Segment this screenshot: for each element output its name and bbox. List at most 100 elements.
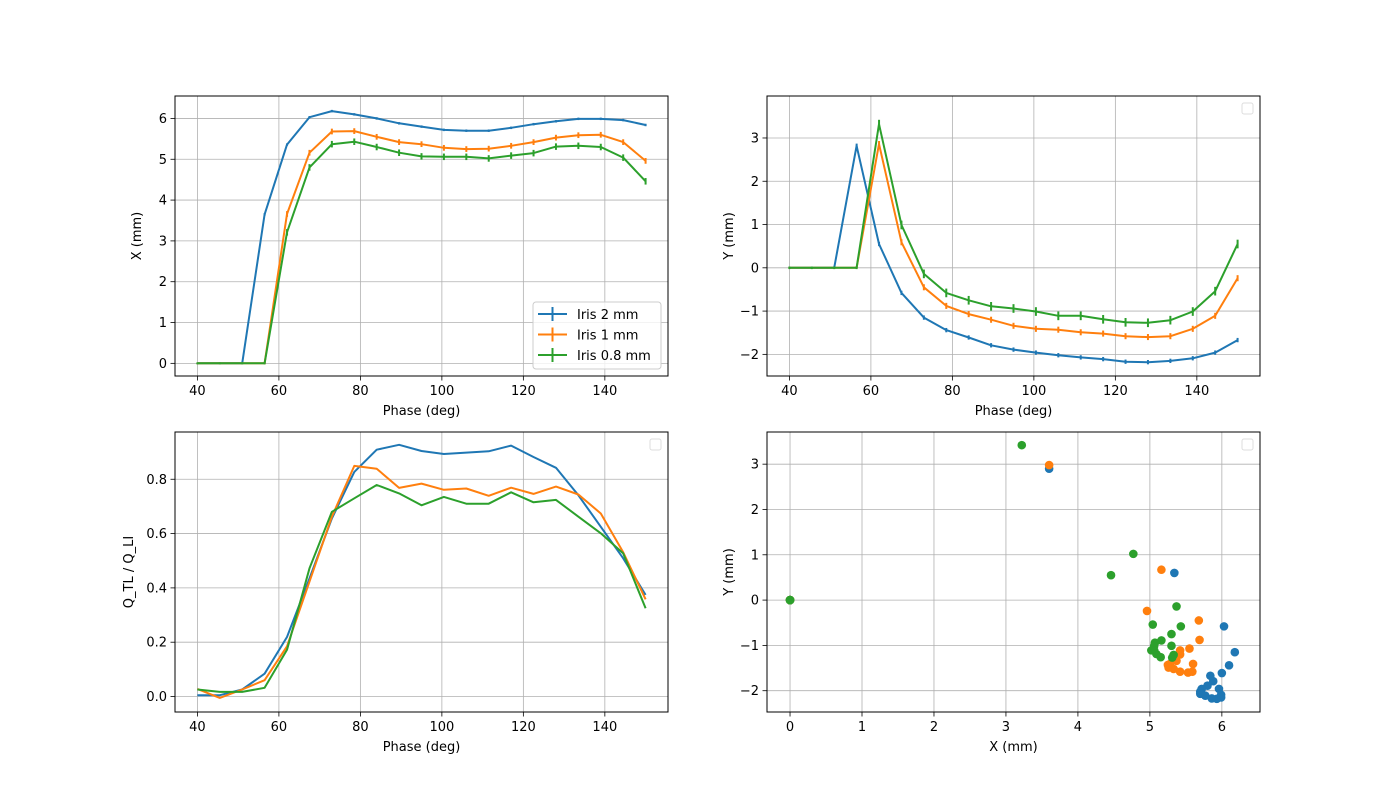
x-tick-label: 100 <box>429 720 454 735</box>
y-tick-label: 1 <box>751 548 759 563</box>
scatter-point <box>1044 460 1054 470</box>
scatter-point <box>1169 650 1178 660</box>
scatter-point <box>1167 629 1176 639</box>
x-tick-label: 60 <box>271 384 288 399</box>
scatter-point <box>1214 684 1224 694</box>
scatter-point <box>1175 667 1185 676</box>
x-tick-label: 140 <box>592 720 617 735</box>
x-tick-label: 2 <box>930 720 938 735</box>
scatter-point <box>1148 620 1158 629</box>
x-tick-label: 100 <box>429 384 454 399</box>
axes-frame <box>174 95 669 377</box>
y-tick-label: 4 <box>159 194 167 209</box>
series-line <box>789 144 1239 364</box>
y-tick-label: 1 <box>751 218 759 233</box>
scatter-point <box>1194 616 1204 625</box>
x-tick-label: 40 <box>781 384 798 399</box>
x-tick-label: 140 <box>1184 384 1209 399</box>
y-tick-label: 2 <box>751 503 759 518</box>
scatter-point <box>1169 664 1178 674</box>
y-tick-label: 6 <box>159 112 167 127</box>
y-tick-label: 0 <box>159 357 167 372</box>
scatter-point <box>1167 641 1176 651</box>
y-axis-label: Q_TL / Q_LI <box>122 536 137 608</box>
y-tick-label: 0.8 <box>146 473 167 488</box>
scatter-point <box>1157 565 1166 575</box>
x-tick-label: 140 <box>592 384 617 399</box>
scatter-point <box>1224 661 1234 670</box>
scatter-point <box>1188 659 1198 669</box>
y-tick-label: 0 <box>751 261 759 276</box>
scatter-point <box>1185 644 1194 653</box>
y-tick-label: 3 <box>159 234 167 249</box>
scatter-point <box>1157 636 1166 645</box>
scatter-point <box>1129 549 1138 559</box>
x-tick-label: 3 <box>1002 720 1010 735</box>
x-tick-label: 60 <box>271 720 288 735</box>
legend-label: Iris 1 mm <box>577 329 638 344</box>
series-iris-0-8-mm <box>788 119 1239 328</box>
scatter-point <box>1195 635 1204 645</box>
y-tick-label: 0 <box>751 594 759 609</box>
scatter-point <box>1106 570 1116 580</box>
axes-frame <box>174 431 669 713</box>
series-iris-2-mm <box>196 109 647 365</box>
axes-frame <box>766 95 1261 377</box>
x-axis-label: X (mm) <box>989 740 1038 755</box>
legend-label: Iris 0.8 mm <box>577 349 651 364</box>
empty-legend-box <box>1241 438 1254 451</box>
scatter-point <box>1170 568 1179 578</box>
scatter-point <box>1017 440 1027 450</box>
x-tick-label: 80 <box>352 384 369 399</box>
subplot-2: 40 60 80 100 120 140 −2 −1 0 1 2 3 Phase (deg) Y (mm) <box>722 95 1261 419</box>
series-iris-2-mm <box>788 143 1239 365</box>
subplot-3: 40 60 80 100 120 140 0.0 0.2 0.4 0.6 0.8 Phase (deg… <box>122 431 669 755</box>
scatter-point <box>1176 622 1186 631</box>
legend: Iris 2 mm Iris 1 mm Iris 0.8 mm <box>532 301 662 370</box>
scatter-point <box>1206 671 1215 681</box>
x-tick-label: 4 <box>1074 720 1082 735</box>
series-iris-0-8-mm <box>785 440 1186 662</box>
y-axis-label: Y (mm) <box>722 548 737 597</box>
series-line <box>197 443 647 697</box>
y-tick-label: −1 <box>740 639 759 654</box>
y-tick-label: 3 <box>751 458 759 473</box>
legend-box <box>532 301 662 370</box>
scatter-point <box>1142 606 1152 616</box>
x-tick-label: 0 <box>786 720 794 735</box>
y-axis-label: X (mm) <box>130 212 145 261</box>
y-tick-label: 3 <box>751 131 759 146</box>
scatter-point <box>785 595 795 605</box>
scatter-point <box>1219 622 1229 631</box>
x-tick-label: 1 <box>858 720 866 735</box>
x-tick-label: 5 <box>1146 720 1154 735</box>
series-iris-1-mm <box>197 464 647 699</box>
y-tick-label: 0.0 <box>146 690 167 705</box>
series-iris-1-mm <box>785 460 1204 677</box>
x-tick-label: 80 <box>352 720 369 735</box>
x-tick-label: 40 <box>189 720 206 735</box>
y-tick-label: 2 <box>751 175 759 190</box>
y-tick-label: 0.6 <box>146 527 167 542</box>
scatter-point <box>1172 602 1181 611</box>
scatter-point <box>1175 646 1185 655</box>
series-iris-0-8-mm <box>197 484 647 693</box>
empty-legend-box <box>1241 102 1254 115</box>
x-axis-label: Phase (deg) <box>975 404 1053 419</box>
y-tick-label: 0.2 <box>146 636 167 651</box>
y-tick-label: 0.4 <box>146 581 167 596</box>
y-axis-label: Y (mm) <box>722 212 737 261</box>
series-line <box>197 484 647 693</box>
y-tick-label: −1 <box>740 305 759 320</box>
y-tick-label: −2 <box>740 348 759 363</box>
scatter-point <box>1217 668 1227 678</box>
series-iris-2-mm <box>197 443 647 697</box>
x-tick-label: 40 <box>189 384 206 399</box>
series-line <box>197 464 647 699</box>
y-tick-label: 5 <box>159 153 167 168</box>
x-tick-label: 120 <box>1103 384 1128 399</box>
x-axis-label: Phase (deg) <box>383 404 461 419</box>
scatter-point <box>1230 647 1240 657</box>
y-tick-label: 1 <box>159 316 167 331</box>
